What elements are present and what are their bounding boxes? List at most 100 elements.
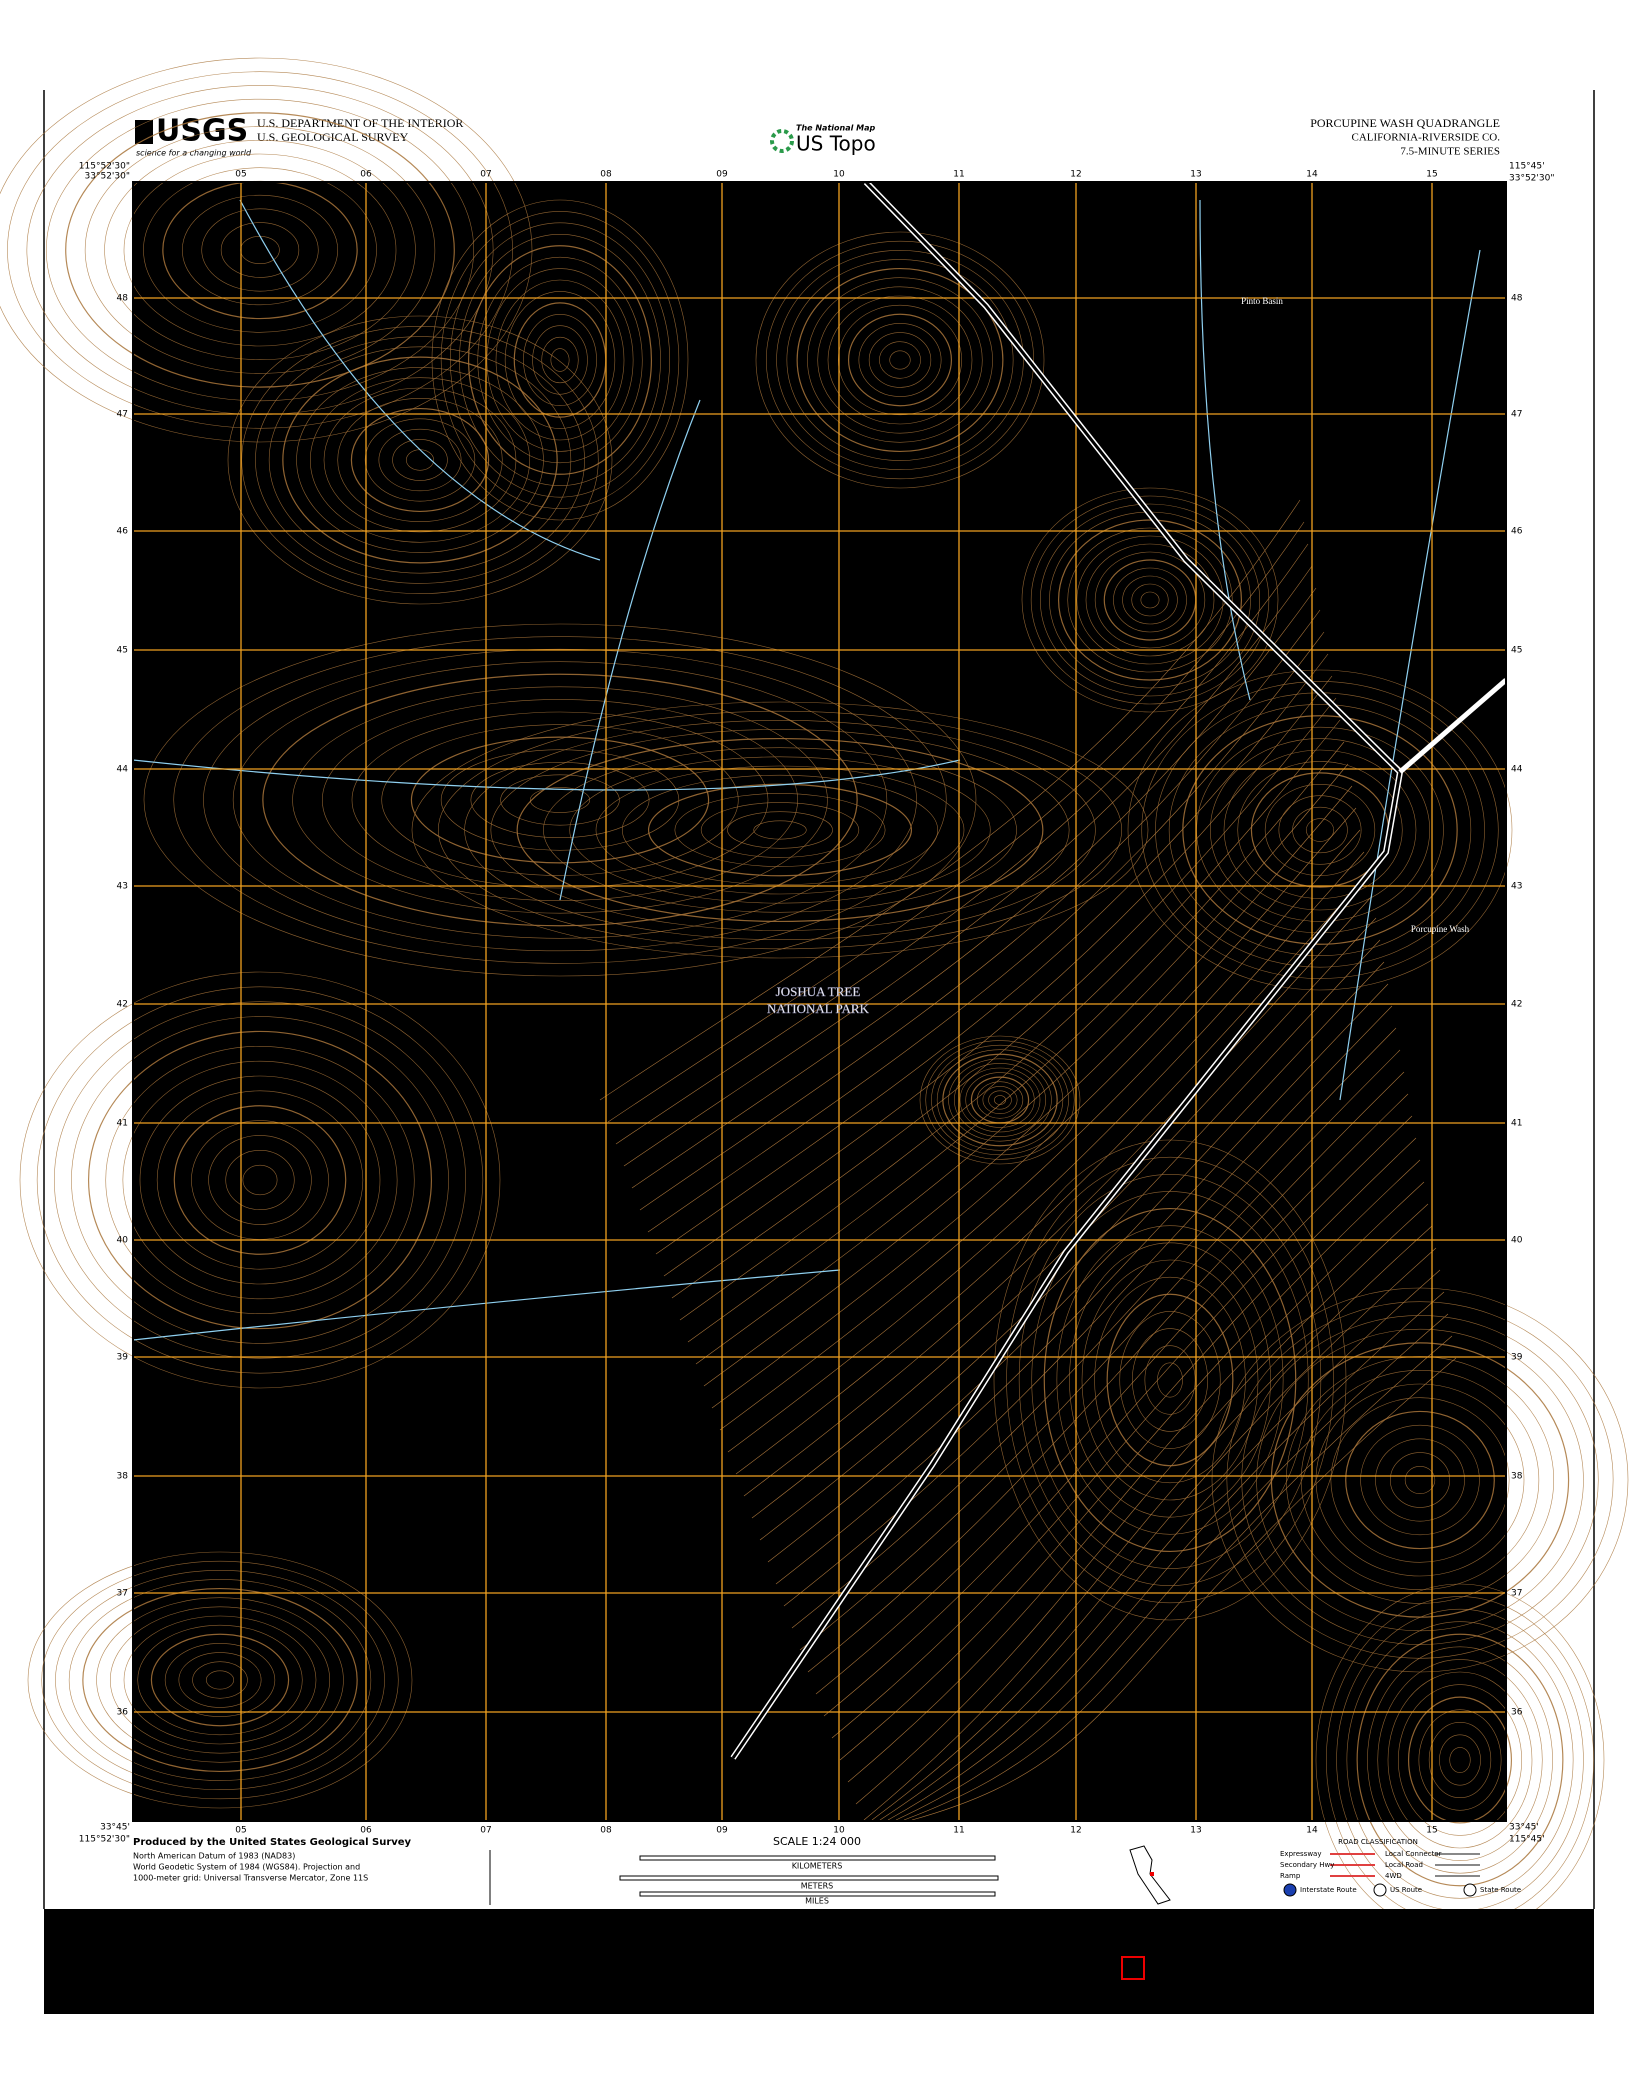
contour [495, 279, 625, 441]
easting-label: 12 [1070, 1826, 1081, 1836]
county: CALIFORNIA-RIVERSIDE CO. [1352, 132, 1501, 144]
contour [296, 367, 544, 553]
contour [364, 418, 476, 502]
contour [464, 719, 1096, 941]
place-name: Pinto Basin [1241, 296, 1283, 306]
contour [1168, 703, 1472, 957]
contour [751, 917, 1377, 1519]
contour [847, 1181, 1425, 1783]
contour [411, 701, 1149, 959]
us-topo-icon [770, 129, 794, 153]
easting-label: 11 [953, 170, 964, 180]
contour [529, 787, 591, 813]
contour [381, 724, 739, 876]
contour [647, 783, 913, 877]
contour [143, 623, 977, 977]
contour [27, 1551, 413, 1809]
contour [1039, 503, 1261, 697]
easting-label: 12 [1070, 170, 1081, 180]
map-border [132, 181, 1507, 1822]
easting-label: 13 [1190, 1826, 1201, 1836]
contour [607, 521, 1305, 1123]
contour [931, 1044, 1069, 1156]
contour [1113, 567, 1187, 633]
contour [504, 291, 616, 429]
easting-label: 05 [235, 1826, 246, 1836]
producer: Produced by the United States Geological… [133, 1837, 412, 1848]
contour [431, 199, 689, 521]
contour [1006, 1156, 1334, 1604]
contour [815, 1093, 1409, 1695]
contour [68, 1579, 372, 1781]
contour [863, 1225, 1433, 1821]
contour [41, 1560, 399, 1800]
northing-label: 37 [117, 1589, 128, 1599]
route-icon [1463, 1883, 1477, 1897]
contour [0, 57, 533, 443]
contour [19, 971, 501, 1389]
contour [868, 332, 932, 388]
route-icon [1373, 1883, 1387, 1897]
northing-label: 41 [1511, 1119, 1522, 1129]
national-map: The National Map [796, 124, 876, 133]
contour [205, 1670, 235, 1690]
us-topo: US Topo [796, 132, 876, 156]
stream [1339, 249, 1481, 1101]
stream [559, 399, 701, 901]
contour [663, 675, 1333, 1277]
contour [173, 636, 947, 964]
road [1398, 678, 1508, 774]
contour [1127, 669, 1513, 991]
contour [392, 439, 448, 481]
contour [695, 763, 1349, 1365]
contour [321, 699, 799, 901]
northing-label: 40 [1511, 1236, 1523, 1246]
contour [292, 686, 828, 914]
contour [490, 729, 1070, 931]
easting-label: 10 [833, 170, 845, 180]
contour [96, 1597, 344, 1763]
contour [1209, 738, 1431, 922]
northing-label: 44 [117, 765, 129, 775]
northing-label: 46 [1511, 527, 1523, 537]
contour [719, 829, 1361, 1431]
contour [767, 961, 1385, 1563]
contour [982, 1085, 1018, 1115]
contour [925, 1040, 1075, 1160]
contour [1030, 495, 1270, 705]
contour [623, 565, 1313, 1167]
contour [208, 1135, 312, 1225]
contour [500, 774, 620, 826]
corner-label: 33°52'30" [85, 172, 130, 182]
northing-label: 41 [117, 1119, 128, 1129]
contour [823, 1115, 1413, 1717]
contour [1397, 1684, 1523, 1836]
footer: Produced by the United States Geological… [133, 1835, 1521, 1906]
northing-label: 42 [117, 1000, 128, 1010]
credit: 1000-meter grid: Universal Transverse Me… [133, 1874, 368, 1883]
contour [1278, 795, 1362, 865]
legend-label: 4WD [1385, 1872, 1402, 1880]
marker [1121, 1956, 1145, 1980]
contour [1237, 761, 1403, 899]
scale: SCALE 1:24 000 [773, 1835, 861, 1848]
corner-label: 115°52'30" [79, 162, 130, 172]
contour [104, 139, 416, 361]
contour [1418, 1709, 1502, 1811]
contour [181, 194, 339, 306]
stream [1199, 199, 1251, 701]
contour [139, 1075, 381, 1285]
contour [523, 313, 597, 407]
northing-label: 37 [1511, 1589, 1522, 1599]
contour [1056, 1225, 1284, 1535]
contour [123, 153, 397, 347]
corner-label: 115°45' [1509, 162, 1545, 172]
drainage [132, 199, 1481, 1341]
quadrangle: PORCUPINE WASH QUADRANGLE [1310, 116, 1500, 130]
roads [730, 179, 1508, 1760]
place-name: JOSHUA TREE [776, 984, 861, 999]
place-name: Porcupine Wash [1411, 924, 1470, 934]
easting-label: 05 [235, 170, 246, 180]
contour [791, 1027, 1397, 1629]
